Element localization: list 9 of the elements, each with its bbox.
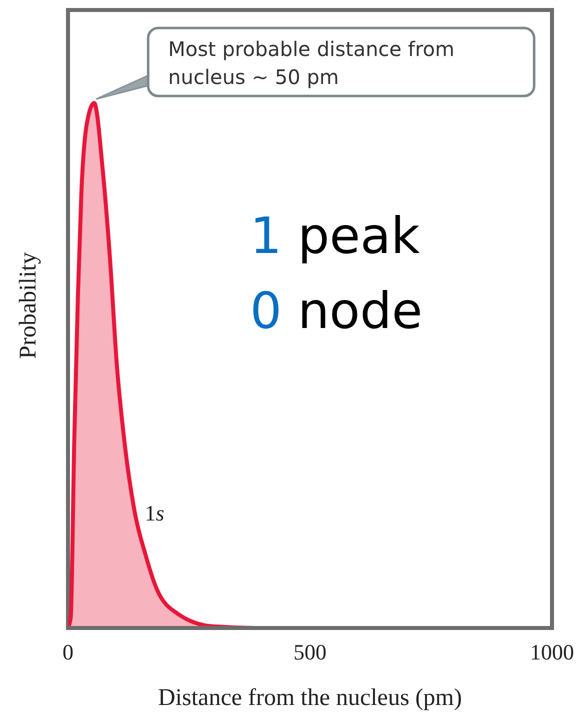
- x-tick-label: 0: [62, 640, 74, 665]
- annotation: 1 peak: [250, 207, 420, 265]
- annotation: 0 node: [250, 282, 422, 340]
- x-tick-label: 500: [294, 640, 326, 665]
- series-label: 1s: [144, 500, 164, 526]
- y-axis-title: Probability: [16, 252, 42, 359]
- x-axis-title: Distance from the nucleus (pm): [158, 685, 462, 711]
- annotation: Most probable distance from nucleus ~ 50 pm: [168, 37, 454, 89]
- x-tick-label: 1000: [530, 640, 574, 665]
